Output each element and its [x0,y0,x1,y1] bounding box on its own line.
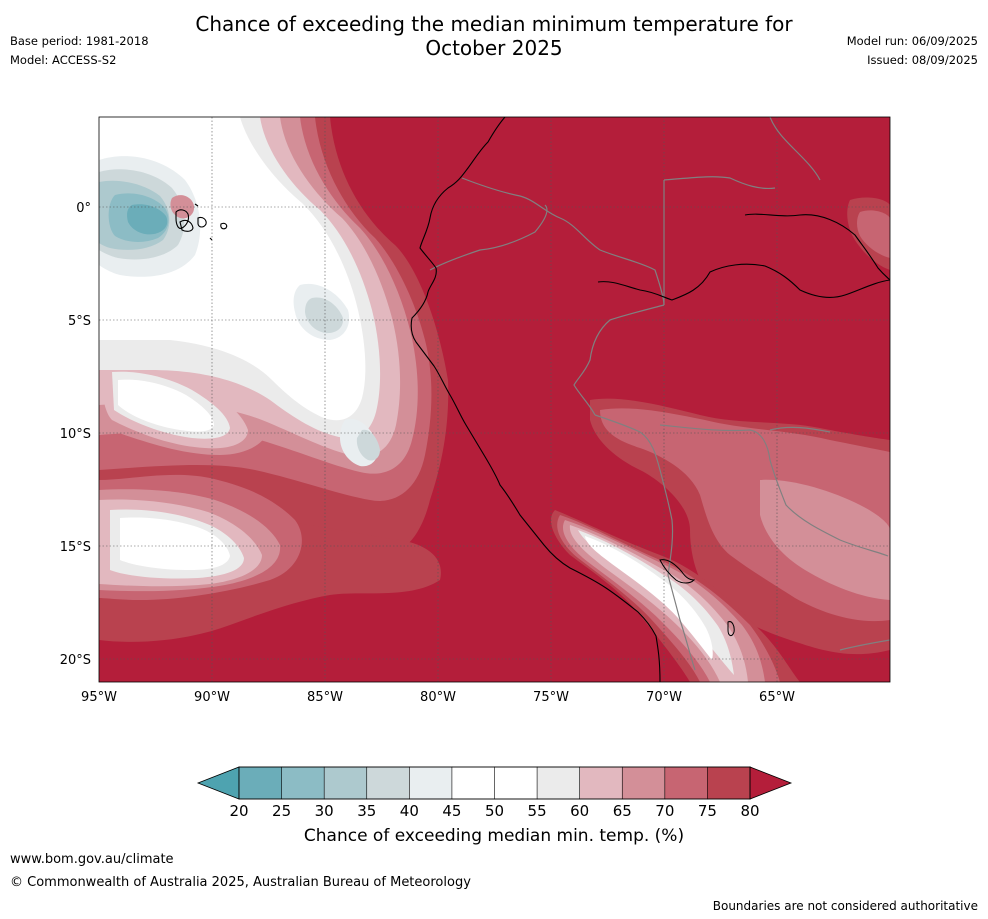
colorbar-tick-label: 60 [570,802,589,820]
colorbar-extend-low [196,766,240,800]
colorbar-tick-label: 45 [442,802,461,820]
lon-tick-label: 65°W [759,690,795,705]
map-frame [98,116,891,683]
model-run-text: Model run: 06/09/2025 [846,34,978,48]
colorbar-segment [323,766,368,800]
colorbar-segment [366,766,411,800]
colorbar-tick-label: 70 [655,802,674,820]
base-period-text: Base period: 1981-2018 [10,34,149,48]
galapagos-islands [175,203,228,241]
colorbar-tick-label: 35 [357,802,376,820]
colorbar-segment [451,766,496,800]
colorbar-tick-labels: 20 25 30 35 40 45 50 55 60 65 70 75 80 [229,802,759,820]
colorbar-segment [579,766,624,800]
colorbar-segment [281,766,325,800]
colorbar-segment [664,766,709,800]
chart-title: Chance of exceeding the median minimum t… [0,12,988,60]
colorbar-tick-label: 25 [272,802,291,820]
band-25 [127,204,168,235]
lat-tick-label: 10°S [60,427,91,442]
issue-info: Model run: 06/09/2025 Issued: 08/09/2025 [847,32,978,70]
lon-tick-label: 80°W [420,690,456,705]
colorbar-segment [707,766,751,800]
title-line-1: Chance of exceeding the median minimum t… [195,12,793,36]
boundary-disclaimer: Boundaries are not considered authoritat… [712,899,978,913]
colorbar-segment [238,766,283,800]
lat-tick-label: 5°S [68,314,91,329]
colorbar-tick-label: 55 [528,802,547,820]
colorbar-tick-label: 65 [613,802,632,820]
website-link[interactable]: www.bom.gov.au/climate [10,852,174,867]
lat-tick-label: 0° [76,201,91,216]
longitude-labels: 95°W 90°W 85°W 80°W 75°W 70°W 65°W [81,690,795,705]
country-boundaries [429,117,890,671]
colorbar [196,766,793,800]
lon-tick-label: 95°W [81,690,117,705]
lon-tick-label: 75°W [533,690,569,705]
colorbar-tick-label: 80 [740,802,759,820]
coastline [410,117,890,682]
lon-tick-label: 85°W [307,690,343,705]
colorbar-segment [409,766,453,800]
lon-tick-label: 70°W [646,690,682,705]
forecast-field [99,117,890,682]
lake-poopo [727,621,735,637]
copyright-text: © Commonwealth of Australia 2025, Austra… [10,875,471,890]
model-text: Model: ACCESS-S2 [10,53,117,67]
colorbar-extend-high [749,766,793,800]
colorbar-tick-label: 40 [400,802,419,820]
lat-tick-label: 20°S [60,653,91,668]
colorbar-tick-label: 75 [698,802,717,820]
colorbar-title: Chance of exceeding median min. temp. (%… [303,826,685,846]
colorbar-tick-label: 50 [485,802,504,820]
title-line-2: October 2025 [425,36,563,60]
colorbar-segment [536,766,581,800]
lon-tick-label: 90°W [194,690,230,705]
lat-tick-label: 15°S [60,540,91,555]
colorbar-frame [238,766,751,800]
colorbar-tick-label: 20 [229,802,248,820]
latitude-labels: 0° 5°S 10°S 15°S 20°S [60,201,91,668]
colorbar-tick-label: 30 [315,802,334,820]
lake-titicaca [659,559,696,584]
colorbar-segment [621,766,666,800]
colorbar-segment [494,766,538,800]
issued-text: Issued: 08/09/2025 [867,53,978,67]
model-info: Base period: 1981-2018 Model: ACCESS-S2 [10,32,149,70]
